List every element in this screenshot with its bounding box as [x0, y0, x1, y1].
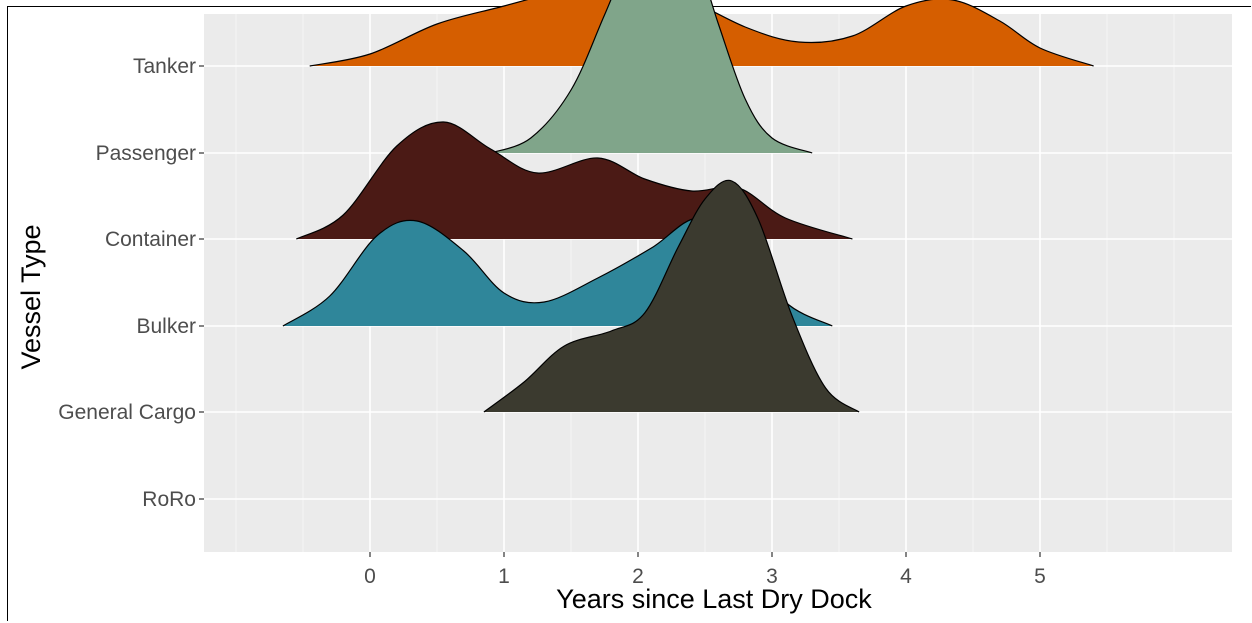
y-tick-label: General Cargo	[58, 401, 196, 424]
ridge-outline-container	[296, 121, 853, 240]
x-axis-ticks: 0 1 2 3 4 5	[364, 552, 1046, 588]
y-tick-label: Tanker	[133, 55, 196, 78]
ridge-outline-tanker	[309, 0, 1094, 67]
x-tick-label: 5	[1034, 565, 1046, 588]
y-axis-ticks: Tanker Passenger Container Bulker General Ca…	[58, 55, 204, 511]
y-tick-label: Bulker	[136, 315, 196, 338]
y-tick-label: Passenger	[96, 142, 196, 165]
x-tick-label: 3	[766, 565, 778, 588]
x-tick-label: 4	[900, 565, 912, 588]
x-axis-title: Years since Last Dry Dock	[556, 584, 872, 614]
y-tick-label: Container	[105, 228, 196, 251]
density-ridges	[282, 0, 1094, 413]
y-axis-title: Vessel Type	[16, 224, 46, 369]
ridge-passenger	[490, 0, 813, 153]
y-tick-label: RoRo	[142, 488, 196, 511]
ridge-outline-general-cargo	[483, 179, 860, 413]
x-tick-label: 2	[632, 565, 644, 588]
x-tick-label: 0	[364, 565, 376, 588]
ridge-outline-passenger	[490, 0, 813, 154]
x-tick-label: 1	[498, 565, 510, 588]
